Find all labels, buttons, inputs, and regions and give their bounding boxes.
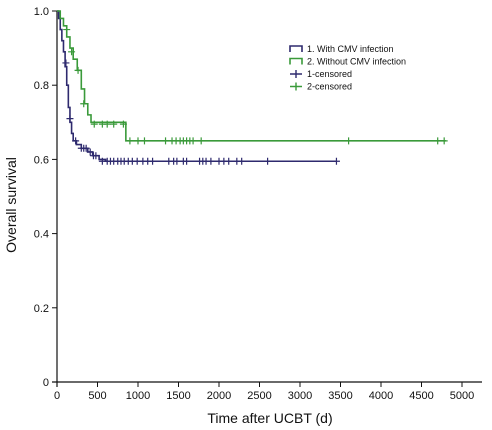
chart-series <box>57 10 448 165</box>
censor-mark <box>238 157 246 165</box>
series-group <box>57 10 340 165</box>
censor-mark <box>140 137 148 145</box>
censor-mark <box>440 137 448 145</box>
legend-swatch <box>290 70 302 78</box>
legend-swatch <box>290 82 302 91</box>
censor-mark <box>264 157 272 165</box>
legend-swatch <box>289 45 303 52</box>
legend-swatch <box>289 57 303 65</box>
x-tick-label: 500 <box>88 390 106 402</box>
chart-axes <box>52 11 482 387</box>
censor-mark <box>72 137 80 145</box>
censor-mark <box>80 100 88 108</box>
censor-mark <box>119 120 127 128</box>
censor-mark <box>197 137 205 145</box>
x-tick-label: 3500 <box>328 390 352 402</box>
censor-mark <box>103 120 111 128</box>
censor-mark <box>173 157 181 165</box>
censor-mark <box>110 120 118 128</box>
censor-mark <box>62 59 70 67</box>
x-tick-label: 1000 <box>126 390 150 402</box>
x-tick-label: 2000 <box>207 390 231 402</box>
y-axis-label: Overall survival <box>3 157 19 253</box>
censor-mark <box>207 157 215 165</box>
chart-legend: 1. With CMV infection 2. Without CMV infe… <box>289 44 406 92</box>
x-tick-label: 5000 <box>450 390 474 402</box>
series-group <box>57 10 448 145</box>
censor-mark <box>149 157 157 165</box>
censor-mark <box>82 144 90 152</box>
censor-mark <box>126 137 134 145</box>
x-tick-label: 0 <box>54 390 60 402</box>
x-tick-label: 3000 <box>288 390 312 402</box>
censor-mark <box>92 152 100 160</box>
survival-curve-2 <box>57 10 446 142</box>
censor-mark <box>90 120 98 128</box>
x-tick-label: 4000 <box>369 390 393 402</box>
x-tick-label: 1500 <box>166 390 190 402</box>
legend-label: 1-censored <box>307 69 352 79</box>
y-tick-label: 0.6 <box>34 154 49 166</box>
legend-item: 1-censored <box>290 69 352 79</box>
y-tick-label: 0.8 <box>34 80 49 92</box>
censor-mark <box>68 48 76 56</box>
y-tick-label: 0 <box>43 377 49 389</box>
x-tick-label: 4500 <box>409 390 433 402</box>
legend-item: 1. With CMV infection <box>289 44 394 54</box>
x-tick-label: 2500 <box>247 390 271 402</box>
censor-mark <box>225 157 233 165</box>
x-axis-label: Time after UCBT (d) <box>207 410 332 426</box>
survival-curve-1 <box>57 10 337 163</box>
censor-mark <box>66 115 74 123</box>
legend-item: 2-censored <box>290 82 352 92</box>
censor-mark <box>332 157 340 165</box>
y-tick-label: 0.2 <box>34 303 49 315</box>
legend-label: 2-censored <box>307 82 352 92</box>
censor-mark <box>189 137 197 145</box>
censor-mark <box>162 137 170 145</box>
censor-mark <box>134 137 142 145</box>
legend-label: 2. Without CMV infection <box>307 57 406 67</box>
censor-mark <box>183 157 191 165</box>
censor-mark <box>345 137 353 145</box>
y-tick-label: 0.4 <box>34 229 49 241</box>
censor-mark <box>434 137 442 145</box>
y-tick-label: 1.0 <box>34 6 49 18</box>
censor-mark <box>86 148 94 156</box>
censor-mark <box>74 66 82 74</box>
legend-item: 2. Without CMV infection <box>289 57 406 67</box>
legend-label: 1. With CMV infection <box>307 44 394 54</box>
censor-mark <box>63 26 71 34</box>
chart-ticks: 0 0.2 0.4 0.6 0.8 1.0 0 500 1000 1500 2000 2500 3000… <box>34 6 475 402</box>
